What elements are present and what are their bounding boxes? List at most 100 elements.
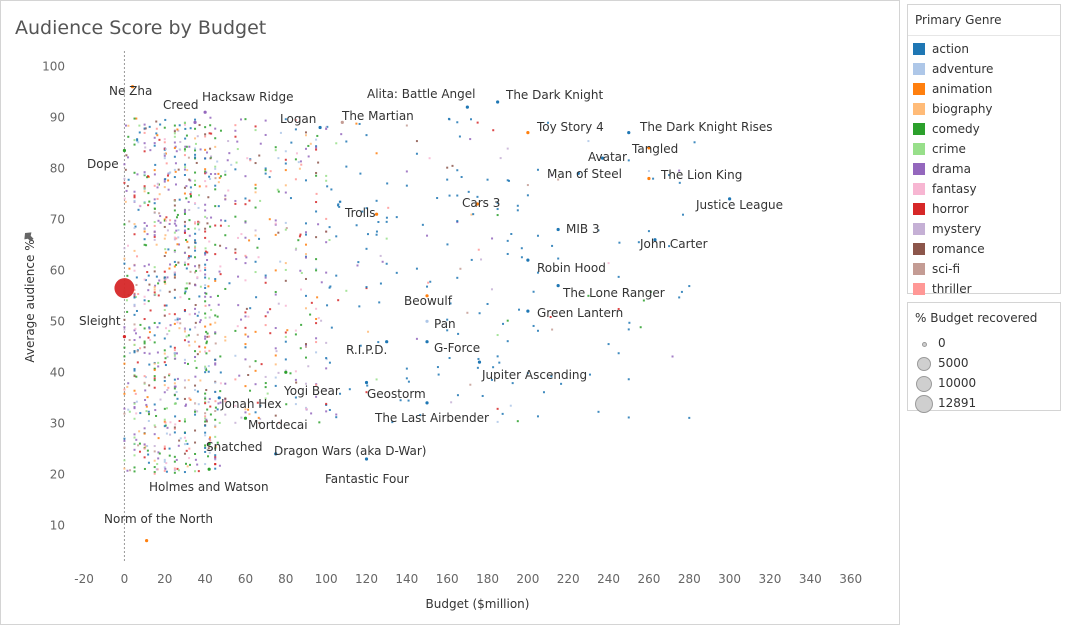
data-point — [183, 209, 186, 212]
data-point — [277, 190, 280, 193]
data-point — [163, 225, 166, 228]
data-point — [173, 394, 176, 397]
data-point — [244, 221, 247, 224]
legend-item-romance[interactable]: romance — [908, 239, 1060, 259]
data-point — [254, 206, 257, 209]
labeled-point[interactable] — [243, 416, 248, 420]
labeled-point[interactable] — [364, 457, 369, 461]
data-point — [642, 299, 645, 302]
data-point — [204, 168, 207, 171]
data-point — [274, 219, 277, 222]
highlighted-point[interactable] — [114, 278, 135, 299]
data-point — [315, 351, 318, 354]
labeled-point[interactable] — [340, 120, 344, 124]
labeled-point[interactable] — [374, 212, 379, 216]
labeled-point[interactable] — [556, 284, 560, 288]
data-point — [355, 224, 358, 227]
data-point — [214, 410, 217, 413]
labeled-point[interactable] — [145, 539, 149, 543]
data-point — [234, 202, 237, 205]
data-point — [224, 339, 227, 342]
labeled-point[interactable] — [647, 146, 651, 150]
labeled-point[interactable] — [425, 319, 429, 323]
scatter-plot[interactable]: Ne Zha Creed Hacksaw Ridge Logan The Martian… — [1, 1, 901, 626]
labeled-point[interactable] — [647, 176, 651, 181]
data-point — [206, 222, 209, 225]
labeled-point[interactable] — [130, 85, 135, 89]
labeled-point[interactable] — [526, 258, 530, 262]
legend-item-crime[interactable]: crime — [908, 139, 1060, 159]
labeled-point[interactable] — [122, 335, 127, 339]
data-point — [139, 323, 142, 326]
data-point — [224, 194, 227, 197]
data-point — [123, 407, 126, 410]
data-point — [299, 347, 302, 350]
data-point — [188, 219, 191, 222]
data-point — [492, 129, 495, 132]
labeled-point[interactable] — [556, 227, 560, 232]
data-point — [147, 413, 150, 416]
labeled-point[interactable] — [728, 197, 732, 201]
data-point — [277, 157, 280, 160]
labeled-point[interactable] — [600, 156, 605, 160]
data-point — [378, 301, 381, 304]
data-point — [165, 407, 168, 410]
legend-item-fantasy[interactable]: fantasy — [908, 179, 1060, 199]
labeled-point[interactable] — [193, 120, 197, 124]
data-point — [244, 118, 247, 121]
data-point — [173, 431, 176, 434]
labeled-point[interactable] — [425, 294, 429, 298]
data-point — [532, 324, 535, 327]
legend-item-action[interactable]: action — [908, 39, 1060, 59]
labeled-point[interactable] — [364, 380, 369, 385]
legend-item-animation[interactable]: animation — [908, 79, 1060, 99]
legend-item-sci-fi[interactable]: sci-fi — [908, 259, 1060, 279]
data-point — [186, 442, 189, 445]
legend-item-thriller[interactable]: thriller — [908, 279, 1060, 299]
labeled-point[interactable] — [425, 401, 429, 405]
data-point — [294, 248, 297, 251]
pin-icon[interactable] — [22, 230, 36, 244]
labeled-point[interactable] — [385, 340, 389, 344]
labeled-point[interactable] — [627, 131, 631, 135]
data-point — [652, 177, 655, 180]
labeled-point[interactable] — [526, 309, 530, 313]
labeled-point[interactable] — [122, 148, 127, 153]
data-point — [204, 300, 207, 303]
legend-item-horror[interactable]: horror — [908, 199, 1060, 219]
data-point — [224, 198, 227, 201]
labeled-point[interactable] — [475, 202, 480, 206]
data-point — [254, 383, 257, 386]
data-point — [204, 276, 207, 279]
labeled-point[interactable] — [653, 238, 657, 242]
size-legend[interactable]: % Budget recovered 0 5000 10000 12891 — [907, 302, 1061, 413]
legend-item-mystery[interactable]: mystery — [908, 219, 1060, 239]
data-point — [361, 210, 364, 213]
labeled-point[interactable] — [217, 396, 221, 400]
labeled-point[interactable] — [274, 452, 278, 456]
legend-item-adventure[interactable]: adventure — [908, 59, 1060, 79]
point-label: John Carter — [639, 237, 708, 251]
labeled-point[interactable] — [284, 370, 288, 374]
labeled-point[interactable] — [318, 125, 322, 130]
data-point — [204, 135, 207, 138]
labeled-point[interactable] — [526, 131, 530, 135]
legend-item-comedy[interactable]: comedy — [908, 119, 1060, 139]
labeled-point[interactable] — [207, 442, 211, 446]
data-point — [165, 219, 168, 222]
labeled-point[interactable] — [576, 171, 580, 175]
legend-item-biography[interactable]: biography — [908, 99, 1060, 119]
labeled-point[interactable] — [496, 100, 500, 104]
data-point — [174, 423, 177, 426]
labeled-point[interactable] — [203, 110, 207, 114]
labeled-point[interactable] — [465, 105, 469, 109]
data-point — [155, 127, 158, 130]
labeled-point[interactable] — [207, 467, 211, 471]
legend-item-drama[interactable]: drama — [908, 159, 1060, 179]
labeled-point[interactable] — [425, 340, 429, 344]
data-point — [336, 204, 339, 207]
genre-legend[interactable]: Primary Genre action adventure animation bi… — [907, 4, 1061, 296]
data-point — [325, 217, 328, 220]
labeled-point[interactable] — [477, 360, 482, 364]
x-tick-label: 180 — [476, 572, 499, 586]
